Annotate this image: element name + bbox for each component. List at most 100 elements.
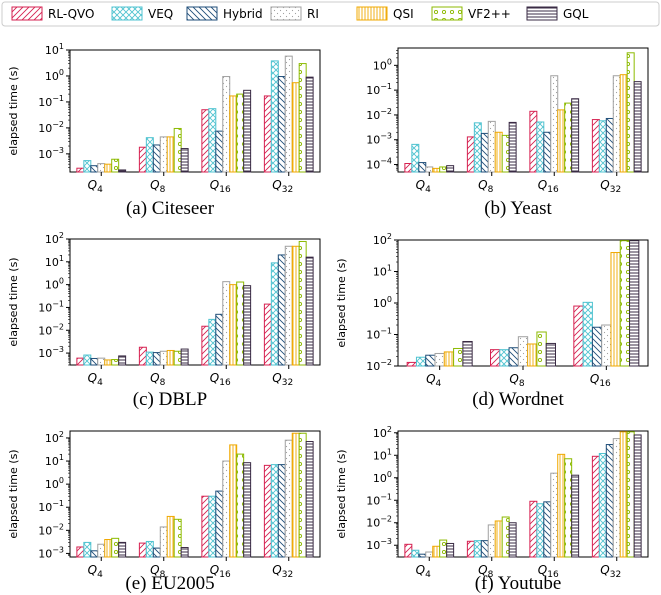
- bar: [138, 346, 147, 366]
- bar: [550, 472, 559, 558]
- chart-caption: (a) Citeseer: [126, 198, 215, 219]
- x-tick-label: Q4: [416, 563, 431, 580]
- y-tick-label: 10−2: [366, 358, 392, 373]
- bar: [97, 543, 106, 558]
- y-tick-label: 101: [45, 42, 64, 57]
- bar: [243, 89, 252, 173]
- bar: [480, 132, 489, 173]
- bar: [626, 52, 635, 173]
- bar: [277, 254, 286, 366]
- bar: [529, 500, 538, 558]
- bar: [473, 540, 482, 558]
- bar: [536, 121, 545, 173]
- legend-label: QSI: [393, 7, 414, 21]
- bar: [284, 55, 293, 173]
- x-tick-label: Q4: [88, 371, 103, 388]
- bar: [222, 76, 231, 173]
- y-tick-label: 10−3: [38, 345, 64, 360]
- legend-label: Hybrid: [223, 7, 263, 21]
- y-tick-label: 10−1: [366, 492, 392, 507]
- bar: [166, 136, 175, 173]
- chart-panel: 10−3 10−2 10−1 100 101 102 elapsed time (s) Q4 Q…: [7, 231, 321, 410]
- x-tick-label: Q16: [210, 178, 231, 195]
- plot-frame: [69, 49, 321, 173]
- bar: [536, 503, 545, 558]
- y-tick-label: 102: [45, 231, 64, 246]
- x-tick-label: Q16: [210, 371, 231, 388]
- bar: [415, 356, 427, 367]
- bar: [446, 542, 455, 558]
- bar: [263, 95, 272, 173]
- bar: [612, 438, 621, 558]
- bar: [434, 352, 445, 367]
- legend-label: RI: [307, 7, 319, 21]
- x-tick-label: Q32: [272, 371, 293, 388]
- bar: [605, 117, 614, 173]
- bar: [439, 166, 448, 173]
- bar: [487, 120, 496, 173]
- bar: [97, 357, 106, 366]
- bar: [508, 347, 519, 367]
- y-axis-label: elapsed time (s): [7, 257, 20, 346]
- bar: [305, 256, 314, 366]
- x-tick-label: Q8: [150, 178, 165, 195]
- bar: [550, 75, 559, 173]
- bar: [76, 167, 85, 173]
- x-tick-label: Q32: [272, 563, 293, 580]
- bar: [305, 76, 314, 173]
- bar: [277, 76, 286, 173]
- y-tick-label: 10−1: [38, 499, 64, 514]
- legend-swatch: [431, 6, 463, 21]
- y-tick-label: 10−3: [366, 537, 392, 552]
- bar: [571, 98, 580, 173]
- bar: [138, 146, 147, 173]
- bar: [571, 474, 580, 558]
- bar: [501, 516, 510, 558]
- bar: [404, 163, 413, 173]
- x-tick-label: Q32: [600, 178, 621, 195]
- bar: [270, 464, 279, 558]
- x-tick-label: Q16: [590, 372, 611, 389]
- chart-panel: 10−4 10−3 10−2 10−1 100 Q4 Q8 Q16 Q32 (b) Yeast: [366, 47, 649, 219]
- legend-swatch: [526, 6, 558, 21]
- bar: [446, 165, 455, 173]
- bar: [425, 551, 434, 558]
- bar: [529, 110, 538, 173]
- bar: [494, 520, 503, 558]
- legend-entry: Hybrid: [186, 6, 263, 21]
- chart-panel: 10−3 10−2 10−1 100 101 102 elapsed time (s) Q4 Q…: [335, 425, 649, 594]
- bar: [425, 166, 434, 173]
- legend-frame: [1, 1, 660, 27]
- bar: [83, 354, 92, 366]
- bar: [180, 348, 189, 366]
- bar: [466, 136, 475, 173]
- bar: [284, 245, 293, 366]
- bar: [411, 143, 420, 173]
- y-axis-label: elapsed time (s): [335, 258, 348, 347]
- bar: [111, 359, 120, 366]
- bar: [236, 93, 245, 173]
- bar: [215, 490, 224, 558]
- bar: [557, 453, 566, 558]
- x-tick-label: Q4: [88, 563, 103, 580]
- legend-swatch: [186, 6, 218, 21]
- bar: [270, 262, 279, 366]
- bar: [633, 81, 642, 173]
- y-tick-label: 101: [45, 453, 64, 468]
- bar: [598, 120, 607, 173]
- chart-panel: 10−3 10−2 10−1 100 101 102 elapsed time (s) Q4 Q…: [7, 430, 321, 594]
- bar: [591, 119, 600, 173]
- bar: [201, 325, 210, 366]
- bar: [229, 444, 238, 558]
- bar: [462, 340, 473, 367]
- y-tick-label: 100: [45, 68, 64, 83]
- bar: [222, 281, 231, 366]
- y-axis-label: elapsed time (s): [7, 66, 20, 155]
- legend-entry: GQL: [526, 6, 589, 21]
- bar: [159, 526, 168, 558]
- legend-entry: QSI: [356, 6, 414, 21]
- bar: [543, 131, 552, 173]
- y-tick-label: 10−1: [366, 327, 392, 342]
- y-tick-label: 10−3: [366, 132, 392, 147]
- bar: [619, 431, 628, 558]
